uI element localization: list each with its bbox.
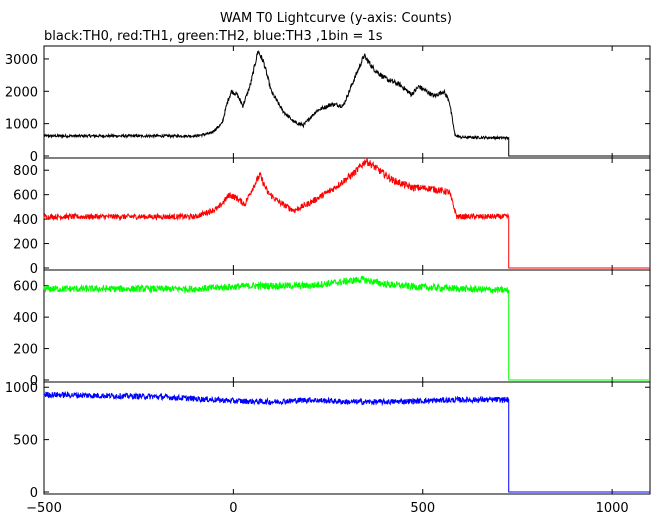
chart-title: WAM T0 Lightcurve (y-axis: Counts) bbox=[220, 11, 452, 26]
panel-th1: 0 200 400 600 800 bbox=[13, 157, 651, 277]
x-tick-label: 0 bbox=[229, 501, 237, 515]
panel-th2: 0 200 400 600 bbox=[13, 269, 651, 389]
y-tick-label: 0 bbox=[30, 374, 38, 389]
panels-group: 0100020003000020040060080002004006000500… bbox=[5, 45, 651, 501]
y-tick-label: 600 bbox=[13, 189, 38, 204]
panel-frame bbox=[43, 45, 651, 159]
x-tick-label: 500 bbox=[410, 501, 435, 515]
y-tick-label: 600 bbox=[13, 280, 38, 295]
series-line-th0 bbox=[43, 50, 650, 157]
y-tick-label: 0 bbox=[30, 150, 38, 165]
y-tick-label: 1000 bbox=[5, 381, 38, 396]
y-tick-label: 800 bbox=[13, 164, 38, 179]
series-line-th1 bbox=[43, 157, 650, 269]
x-tick-label: −500 bbox=[26, 501, 62, 515]
y-tick-label: 0 bbox=[30, 486, 38, 501]
y-tick-label: 0 bbox=[30, 262, 38, 277]
chart-subtitle: black:TH0, red:TH1, green:TH2, blue:TH3 … bbox=[44, 29, 383, 44]
series-line-th2 bbox=[43, 275, 650, 381]
y-tick-label: 2000 bbox=[5, 85, 38, 100]
x-axis-tick-labels: −500 0 500 1000 bbox=[26, 501, 629, 515]
panel-th0: 0 1000 2000 3000 bbox=[5, 45, 651, 165]
y-tick-label: 400 bbox=[13, 311, 38, 326]
y-tick-label: 500 bbox=[13, 434, 38, 449]
y-tick-label: 200 bbox=[13, 238, 38, 253]
panel-frame bbox=[43, 157, 651, 271]
series-line-th3 bbox=[43, 390, 650, 493]
y-tick-label: 200 bbox=[13, 343, 38, 358]
y-tick-label: 3000 bbox=[5, 53, 38, 68]
x-tick-label: 1000 bbox=[596, 501, 629, 515]
panel-frame bbox=[43, 381, 651, 495]
y-tick-label: 1000 bbox=[5, 118, 38, 133]
panel-th3: 0 500 1000 bbox=[5, 381, 651, 501]
y-tick-label: 400 bbox=[13, 213, 38, 228]
panel-frame bbox=[43, 269, 651, 383]
